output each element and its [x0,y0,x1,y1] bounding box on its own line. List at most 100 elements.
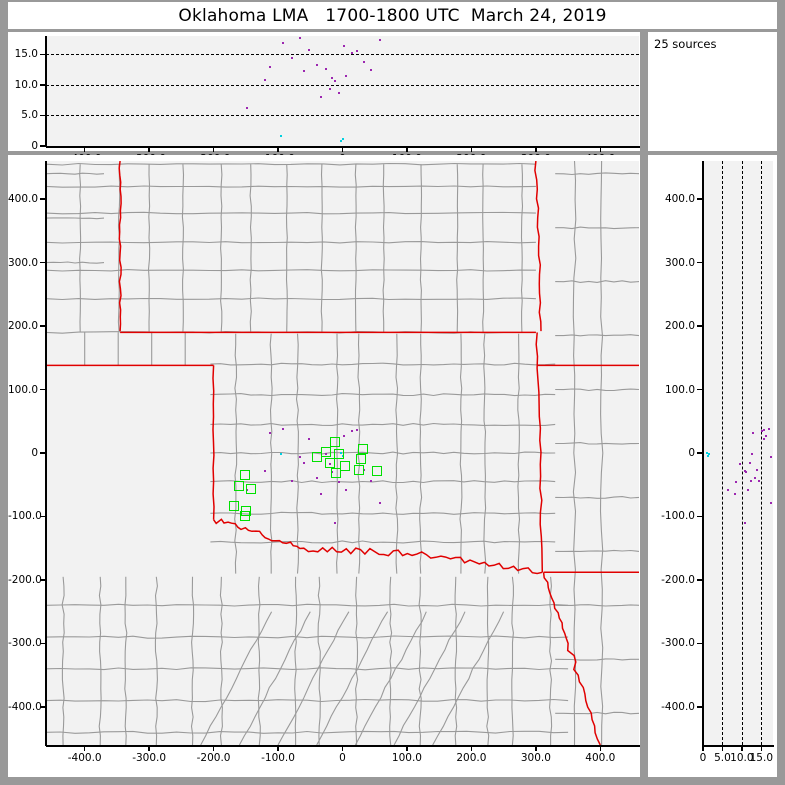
right-y-tick-label: -200.0 [661,573,695,586]
lma-station-marker[interactable] [245,483,256,494]
top-x-tick [83,146,86,152]
lma-station-marker[interactable] [329,436,340,447]
lma-station-marker[interactable] [331,468,342,479]
gridline-x [741,161,743,745]
county-line [357,333,361,574]
top-x-tick [277,146,279,152]
county-line [459,333,463,574]
map-y-tick [40,198,47,200]
lma-station-marker[interactable] [234,481,245,491]
map-plot-area[interactable] [46,161,639,745]
county-line [46,211,536,215]
source-count-panel: 25 sources [648,32,777,151]
county-line [46,172,105,175]
lma-station-marker[interactable] [354,464,365,475]
map-x-tick-label: 400.0 [585,752,616,764]
source-point [355,429,358,432]
lma-station-marker[interactable] [355,454,366,465]
county-line [483,333,487,574]
source-point [745,471,748,474]
source-point [315,477,318,480]
source-point [345,488,348,491]
lma-station-marker[interactable] [229,501,240,512]
gridline-y [46,54,639,56]
source-point [738,463,741,466]
right-y-tick [697,198,704,200]
map-y-tick [40,579,47,581]
county-line [555,604,639,607]
source-point [755,468,758,471]
county-line [599,161,604,745]
lma-station-marker[interactable] [333,449,344,460]
county-line [46,185,536,188]
lma-station-marker[interactable] [240,506,251,517]
county-line [46,261,105,264]
county-line [555,388,639,392]
lma-station-marker[interactable] [324,458,335,469]
source-point [708,453,711,456]
county-line [190,576,195,745]
lma-station-marker[interactable] [358,444,369,455]
top-axis-y [45,36,47,147]
map-x-tick [470,745,473,751]
county-line [210,540,556,544]
county-line [419,164,423,333]
county-line [124,576,128,745]
source-point [279,135,282,138]
page-title: Oklahoma LMA 1700-1800 UTC March 24, 201… [178,5,607,26]
lma-station-marker[interactable] [372,465,383,476]
county-line [61,576,65,745]
source-point [269,66,272,69]
county-line [555,442,639,445]
right-x-tick [760,745,763,751]
map-y-tick-label: 0 [31,447,38,459]
right-y-tick [697,452,704,454]
right-plot-area[interactable] [703,161,773,745]
right-y-tick [697,706,704,708]
county-line [46,698,569,703]
source-point [328,463,331,466]
map-x-tick-label: 300.0 [520,752,551,764]
lma-station-marker[interactable] [340,460,351,471]
county-line [482,164,485,333]
county-line [46,603,569,607]
lma-station-marker[interactable] [311,451,322,462]
source-point [750,479,753,482]
county-line [46,667,569,671]
county-line [46,635,569,639]
county-line [220,164,223,333]
source-point [733,492,736,495]
source-count-label: 25 sources [654,37,717,51]
gridline-y [46,115,639,117]
county-line [549,576,553,745]
map-x-tick [148,745,150,751]
county-line [354,164,357,333]
county-line [238,611,311,745]
county-line [454,576,458,745]
county-line [395,333,399,574]
top-x-tick [212,146,215,152]
right-x-tick-label: 5.0 [714,752,731,764]
county-line [257,576,261,745]
right-y-tick [697,642,704,645]
lma-station-marker[interactable] [239,469,250,480]
source-point [291,479,294,482]
state-border-red-river [212,518,543,575]
lma-station-marker[interactable] [239,511,250,522]
map-y-tick-label: 100.0 [8,383,39,396]
county-line [46,162,536,166]
lma-station-marker[interactable] [320,446,331,457]
source-point [350,430,353,433]
right-x-tick-label: 10.0 [730,752,754,764]
map-x-tick [341,745,344,751]
map-geography [46,161,639,745]
top-plot-area[interactable] [46,36,639,146]
source-point [337,481,340,484]
source-point [726,488,729,491]
map-y-tick [40,642,47,645]
county-line [555,172,639,176]
source-point [307,49,310,52]
top-x-tick [470,146,473,152]
source-point [758,479,760,482]
